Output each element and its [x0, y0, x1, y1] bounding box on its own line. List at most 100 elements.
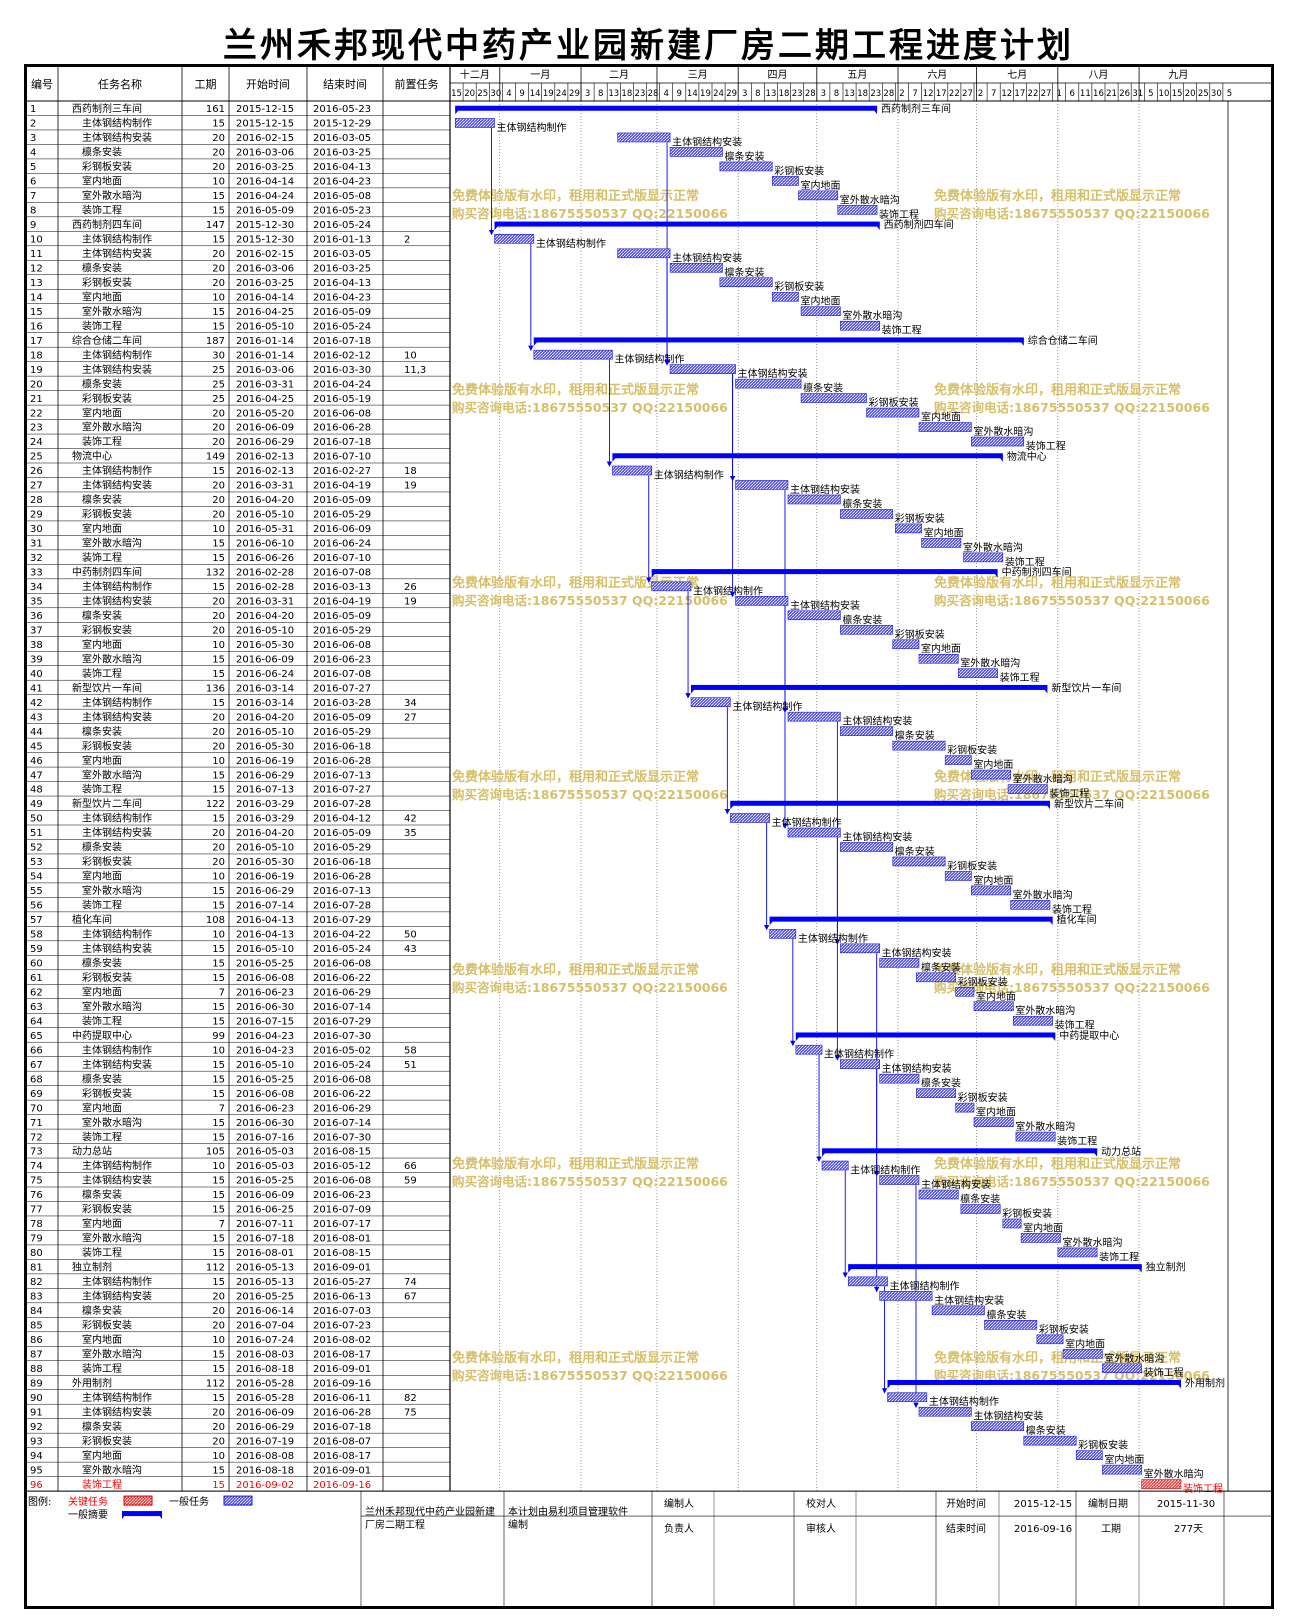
month-label: 十二月: [460, 68, 490, 81]
summary-cap-left: [651, 569, 658, 578]
day-label: 11: [1080, 89, 1091, 99]
row-start: 2016-03-31: [236, 597, 294, 608]
row-predecessor: 43: [404, 944, 417, 955]
task-bar: [769, 929, 797, 939]
task-bar-label: 室外散水暗沟: [1015, 1120, 1075, 1133]
task-bar: [918, 1406, 972, 1417]
row-end: 2016-06-28: [313, 423, 371, 434]
row-id: 27: [30, 481, 43, 492]
row-start: 2016-03-31: [236, 379, 294, 390]
row-start: 2016-01-14: [236, 336, 294, 347]
row-duration: 15: [212, 1349, 225, 1360]
row-name: 装饰工程: [82, 1362, 122, 1375]
row-duration: 30: [212, 350, 225, 361]
task-bar: [1057, 1247, 1098, 1258]
month-label: 九月: [1168, 69, 1188, 81]
task-bar: [916, 972, 956, 983]
row-id: 1: [30, 104, 36, 115]
task-bar: [1023, 1435, 1077, 1446]
column-header-2: 工期: [195, 78, 217, 91]
task-bar-label: 主体钢结构制作: [654, 468, 724, 481]
summary-cap-left: [795, 1032, 802, 1041]
task-bar-label: 室内地面: [1023, 1221, 1063, 1234]
day-label: 28: [805, 89, 816, 99]
row-duration: 20: [212, 263, 225, 274]
row-start: 2016-07-13: [236, 785, 294, 796]
row-name: 装饰工程: [82, 204, 122, 217]
task-bar: [918, 1189, 959, 1200]
task-bar: [1015, 1131, 1056, 1142]
row-end: 2016-07-30: [313, 1031, 371, 1042]
task-bar-label: 主体钢结构制作: [536, 237, 606, 250]
task-bar: [955, 986, 975, 997]
row-start: 2016-04-20: [236, 611, 294, 622]
task-bar-label: 室内地面: [1065, 1337, 1105, 1350]
row-start: 2016-05-28: [236, 1378, 294, 1389]
row-name: 檩条安装: [82, 725, 122, 738]
row-name: 主体钢结构制作: [82, 1043, 152, 1056]
row-end: 2016-05-29: [313, 510, 371, 521]
row-id: 47: [30, 770, 43, 781]
row-id: 64: [30, 1016, 43, 1027]
row-id: 66: [30, 1045, 43, 1056]
row-duration: 20: [212, 148, 225, 159]
task-bar: [840, 320, 880, 331]
row-start: 2016-07-04: [236, 1321, 294, 1332]
task-bar-label: 彩钢板安装: [869, 396, 919, 409]
row-end: 2016-08-15: [313, 1248, 371, 1259]
row-start: 2016-02-13: [236, 452, 294, 463]
task-bar-label: 主体钢结构安装: [790, 599, 860, 612]
watermark-line-2: 购买咨询电话:18675550537 QQ:22150066: [934, 593, 1210, 608]
row-end: 2016-07-18: [313, 437, 371, 448]
row-predecessor: 19: [404, 481, 417, 492]
row-name: 室外散水暗沟: [82, 652, 142, 665]
row-start: 2016-04-24: [236, 191, 294, 202]
row-duration: 20: [212, 249, 225, 260]
row-start: 2016-05-25: [236, 1176, 294, 1187]
row-id: 42: [30, 698, 43, 709]
watermark-line-2: 购买咨询电话:18675550537 QQ:22150066: [452, 1174, 728, 1189]
row-duration: 15: [212, 1248, 225, 1259]
row-id: 17: [30, 336, 43, 347]
task-bar: [533, 349, 613, 360]
row-duration: 15: [212, 1465, 225, 1476]
task-bar: [973, 1117, 1014, 1127]
summary-cap-right: [1049, 1032, 1056, 1041]
row-name: 主体钢结构安装: [82, 942, 152, 955]
day-label: 30: [1211, 89, 1222, 99]
row-id: 16: [30, 321, 43, 332]
row-id: 59: [30, 944, 43, 955]
summary-cap-left: [887, 1380, 894, 1389]
day-label: 24: [556, 89, 567, 99]
row-id: 86: [30, 1335, 43, 1346]
row-id: 69: [30, 1089, 43, 1100]
row-predecessor: 50: [404, 930, 417, 941]
task-bar: [1102, 1464, 1142, 1475]
row-duration: 99: [212, 1031, 225, 1042]
row-duration: 15: [212, 1205, 225, 1216]
row-end: 2016-05-08: [313, 191, 371, 202]
task-bar-label: 装饰工程: [1049, 787, 1089, 800]
summary-label: 动力总站: [1101, 1145, 1141, 1158]
day-label: 3: [585, 89, 590, 99]
task-bar: [879, 1175, 920, 1185]
row-end: 2016-05-29: [313, 625, 371, 636]
row-start: 2016-06-14: [236, 1306, 294, 1317]
row-start: 2016-05-10: [236, 1060, 294, 1071]
chart-frame: [24, 64, 1274, 1609]
row-name: 室内地面: [82, 985, 122, 998]
row-name: 主体钢结构制作: [82, 348, 152, 361]
row-name: 室内地面: [82, 1333, 122, 1346]
row-id: 54: [30, 872, 43, 883]
row-id: 75: [30, 1176, 43, 1187]
footer-label-duration: 工期: [1101, 1523, 1121, 1535]
row-name: 彩钢板安装: [82, 971, 132, 984]
row-name: 彩钢板安装: [82, 160, 132, 173]
row-end: 2016-03-13: [313, 582, 371, 593]
task-bar-label: 檩条安装: [895, 729, 935, 742]
row-start: 2016-02-28: [236, 582, 294, 593]
day-label: 26: [1119, 89, 1130, 99]
row-end: 2016-05-23: [313, 206, 371, 217]
row-start: 2016-05-13: [236, 1263, 294, 1274]
row-duration: 15: [212, 1060, 225, 1071]
